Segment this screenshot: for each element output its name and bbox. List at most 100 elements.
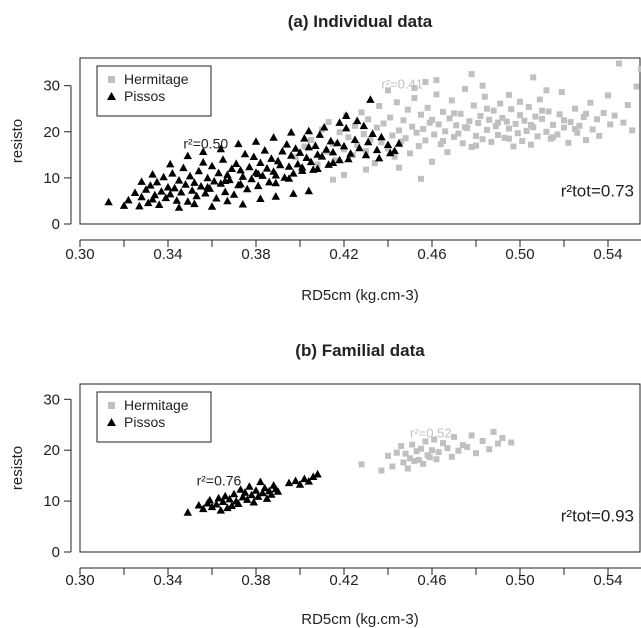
data-point-hermitage: [418, 445, 424, 452]
data-point-pissos: [179, 163, 188, 172]
data-point-pissos: [339, 141, 349, 150]
data-point-pissos: [317, 152, 327, 160]
legend-swatch-pissos: [107, 418, 116, 426]
data-point-hermitage: [440, 440, 446, 447]
data-point-pissos: [269, 133, 278, 141]
data-point-pissos: [328, 147, 338, 156]
legend-box: [96, 391, 212, 443]
data-point-hermitage: [624, 102, 631, 108]
data-point-hermitage: [512, 120, 519, 127]
data-point-hermitage: [517, 112, 523, 119]
data-point-hermitage: [484, 126, 490, 133]
data-point-hermitage: [418, 175, 424, 182]
data-point-hermitage: [481, 93, 488, 100]
data-point-hermitage: [488, 138, 495, 145]
data-point-pissos: [227, 501, 236, 509]
data-point-hermitage: [556, 111, 563, 118]
x-tick-label: 0.46: [417, 246, 446, 263]
data-point-hermitage: [477, 113, 484, 120]
x-tick-label: 0.46: [417, 572, 446, 589]
data-point-hermitage: [497, 100, 504, 107]
data-point-pissos: [260, 146, 269, 154]
data-point-pissos: [238, 200, 247, 208]
y-tick-label: 10: [43, 170, 60, 187]
x-tick-label: 0.50: [505, 572, 534, 589]
data-point-hermitage: [589, 126, 596, 133]
data-point-hermitage: [360, 131, 367, 138]
data-point-hermitage: [431, 436, 438, 443]
annotation-hermitage-r2: r²=0.52: [410, 425, 452, 440]
data-point-hermitage: [453, 122, 460, 129]
data-point-pissos: [141, 185, 151, 193]
data-point-hermitage: [468, 144, 475, 150]
x-tick-label: 0.34: [153, 572, 182, 589]
data-point-pissos: [166, 159, 175, 168]
data-point-hermitage: [484, 105, 490, 112]
data-point-pissos: [368, 129, 377, 137]
data-point-pissos: [328, 158, 338, 166]
data-point-pissos: [291, 144, 300, 152]
data-point-pissos: [192, 191, 201, 200]
data-point-pissos: [157, 187, 166, 195]
data-point-pissos: [229, 489, 239, 498]
data-point-hermitage: [574, 129, 581, 136]
data-point-pissos: [199, 147, 208, 155]
x-axis-label: RD5cm (kg.cm-3): [301, 611, 419, 628]
data-point-hermitage: [479, 136, 486, 143]
data-point-hermitage: [543, 87, 550, 94]
data-point-pissos: [183, 151, 192, 160]
data-point-hermitage: [292, 154, 299, 161]
data-point-hermitage: [473, 142, 479, 149]
data-point-hermitage: [596, 132, 603, 139]
data-point-pissos: [355, 143, 364, 152]
data-point-pissos: [146, 181, 155, 189]
chart-panel-0: (a) Individual data 0.30 0.34 0.38 0.42 0.46 0…: [9, 12, 641, 304]
data-point-hermitage: [389, 463, 396, 470]
data-point-hermitage: [457, 110, 464, 117]
data-point-hermitage: [402, 450, 409, 457]
data-point-pissos: [271, 170, 280, 179]
data-point-pissos: [366, 95, 375, 103]
data-point-pissos: [218, 155, 228, 163]
legend-label-pissos: Pissos: [124, 88, 165, 104]
data-point-hermitage: [528, 121, 534, 128]
data-point-hermitage: [543, 128, 550, 135]
data-point-hermitage: [426, 454, 433, 461]
data-point-hermitage: [620, 119, 627, 126]
data-point-pissos: [322, 145, 331, 153]
data-point-pissos: [210, 176, 219, 185]
data-point-pissos: [137, 192, 146, 201]
data-point-pissos: [236, 165, 245, 174]
data-point-hermitage: [330, 176, 336, 183]
data-point-hermitage: [486, 446, 493, 453]
data-point-hermitage: [411, 95, 418, 102]
data-point-pissos: [172, 196, 181, 204]
data-point-hermitage: [391, 153, 398, 160]
data-point-pissos: [342, 111, 351, 119]
data-point-hermitage: [411, 457, 418, 464]
data-point-hermitage: [446, 115, 453, 122]
data-point-hermitage: [466, 118, 473, 125]
data-point-hermitage: [398, 443, 405, 450]
series-pissos: [104, 95, 404, 211]
x-tick-label: 0.54: [593, 572, 622, 589]
data-point-hermitage: [371, 160, 378, 167]
data-point-hermitage: [376, 103, 383, 109]
data-point-hermitage: [567, 119, 574, 126]
data-point-hermitage: [365, 116, 372, 123]
data-point-hermitage: [413, 448, 420, 455]
data-point-pissos: [166, 189, 175, 198]
data-point-pissos: [221, 176, 230, 184]
data-point-hermitage: [587, 99, 594, 106]
data-point-hermitage: [429, 158, 435, 165]
data-point-hermitage: [545, 108, 552, 115]
data-point-pissos: [300, 474, 309, 483]
data-point-hermitage: [554, 131, 561, 138]
data-point-pissos: [333, 138, 342, 147]
data-point-pissos: [161, 193, 170, 202]
annotation-pissos-r2: r²=0.76: [197, 473, 242, 489]
data-point-hermitage: [470, 102, 477, 109]
data-point-pissos: [372, 145, 382, 154]
data-point-hermitage: [565, 139, 572, 146]
